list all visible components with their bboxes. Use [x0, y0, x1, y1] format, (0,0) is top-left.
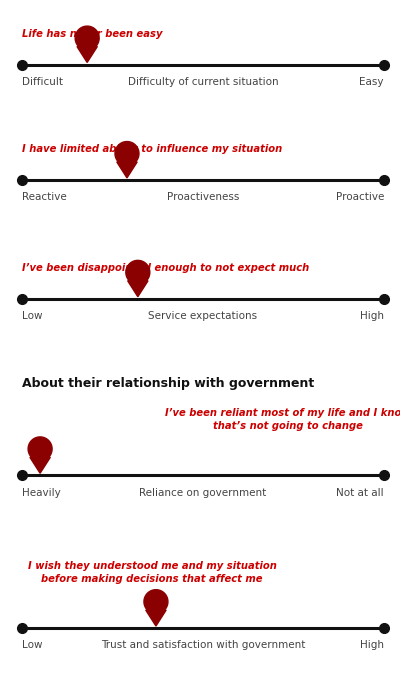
Text: Reactive: Reactive: [22, 192, 67, 202]
Text: Heavily: Heavily: [22, 488, 61, 498]
Text: Low: Low: [22, 311, 42, 321]
Text: Difficulty of current situation: Difficulty of current situation: [128, 77, 278, 87]
Text: Service expectations: Service expectations: [148, 311, 258, 321]
Text: Low: Low: [22, 640, 42, 650]
Polygon shape: [75, 26, 99, 50]
Text: Easy: Easy: [360, 77, 384, 87]
Polygon shape: [126, 260, 150, 285]
Text: I’ve been reliant most of my life and I know
that’s not going to change: I’ve been reliant most of my life and I …: [165, 408, 400, 431]
Polygon shape: [128, 280, 148, 297]
Polygon shape: [28, 437, 52, 461]
Text: Trust and satisfaction with government: Trust and satisfaction with government: [101, 640, 305, 650]
Text: I wish they understood me and my situation
before making decisions that affect m: I wish they understood me and my situati…: [28, 561, 276, 584]
Polygon shape: [30, 457, 50, 473]
Polygon shape: [117, 162, 137, 178]
Text: Proactive: Proactive: [336, 192, 384, 202]
Text: High: High: [360, 311, 384, 321]
Text: Not at all: Not at all: [336, 488, 384, 498]
Polygon shape: [115, 141, 139, 166]
Text: High: High: [360, 640, 384, 650]
Text: I’ve been disappointed enough to not expect much: I’ve been disappointed enough to not exp…: [22, 263, 309, 273]
Polygon shape: [144, 589, 168, 614]
Text: I have limited ability to influence my situation: I have limited ability to influence my s…: [22, 144, 282, 154]
Polygon shape: [77, 46, 97, 62]
Text: Proactiveness: Proactiveness: [167, 192, 239, 202]
Text: About their relationship with government: About their relationship with government: [22, 378, 314, 390]
Text: Reliance on government: Reliance on government: [139, 488, 267, 498]
Polygon shape: [146, 610, 166, 626]
Text: Life has never been easy: Life has never been easy: [22, 29, 162, 39]
Text: Difficult: Difficult: [22, 77, 63, 87]
